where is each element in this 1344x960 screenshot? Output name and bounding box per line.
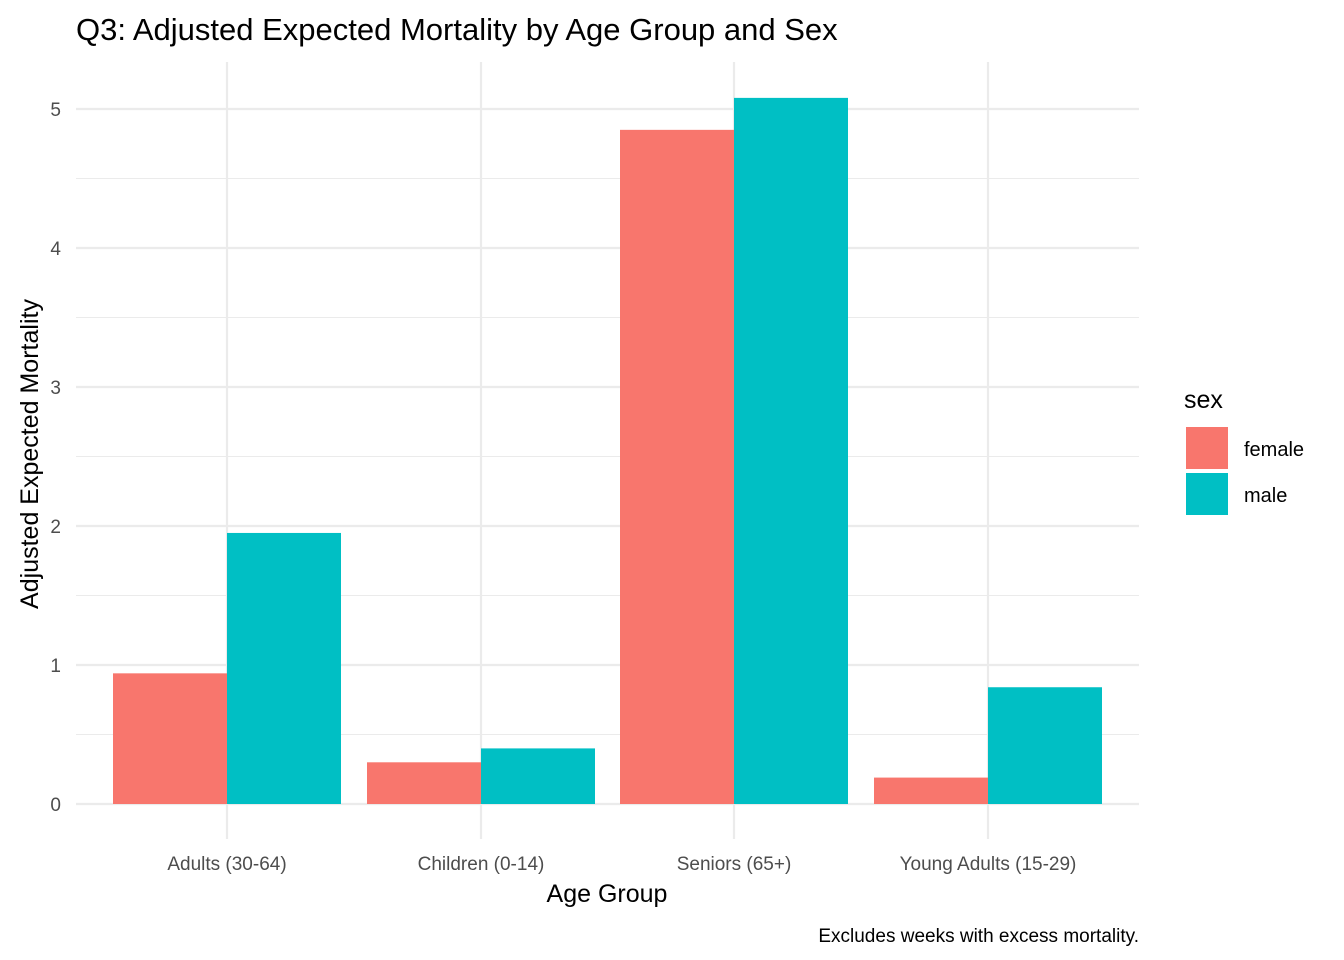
y-tick-label: 2	[50, 517, 61, 538]
legend-title: sex	[1184, 386, 1223, 414]
legend-label-male: male	[1244, 485, 1287, 507]
legend-key-male	[1186, 473, 1228, 515]
bar-layer	[113, 97, 1102, 805]
y-tick-label: 3	[50, 378, 61, 399]
x-tick-label: Seniors (65+)	[677, 854, 792, 875]
legend-label-female: female	[1244, 439, 1304, 461]
x-tick-label: Adults (30-64)	[167, 854, 286, 875]
axis-layer: 0 1 2 3 4 5 Adults (30-64) Children (0-14) Senio…	[50, 100, 1076, 875]
x-tick-label: Children (0-14)	[418, 854, 545, 875]
bar-female-1	[113, 673, 227, 804]
y-tick-label: 0	[50, 795, 61, 816]
bar-male-3	[734, 97, 848, 804]
chart-caption: Excludes weeks with excess mortality.	[818, 926, 1139, 947]
legend-key-female	[1186, 427, 1228, 469]
y-tick-label: 4	[50, 239, 61, 260]
y-axis-title: Adjusted Expected Mortality	[16, 299, 44, 609]
bar-male-4	[988, 687, 1102, 804]
bar-female-2	[367, 762, 481, 804]
x-tick-label: Young Adults (15-29)	[900, 854, 1077, 875]
legend: sex female male	[1184, 386, 1304, 515]
legend-items: female male	[1186, 427, 1304, 515]
bar-female-3	[620, 129, 734, 805]
bar-male-2	[481, 748, 595, 804]
y-tick-label: 5	[50, 100, 61, 121]
y-tick-label: 1	[50, 656, 61, 677]
bar-female-4	[874, 777, 988, 804]
x-axis-title: Age Group	[547, 880, 668, 908]
chart-title: Q3: Adjusted Expected Mortality by Age G…	[76, 12, 838, 47]
bar-male-1	[227, 532, 341, 804]
